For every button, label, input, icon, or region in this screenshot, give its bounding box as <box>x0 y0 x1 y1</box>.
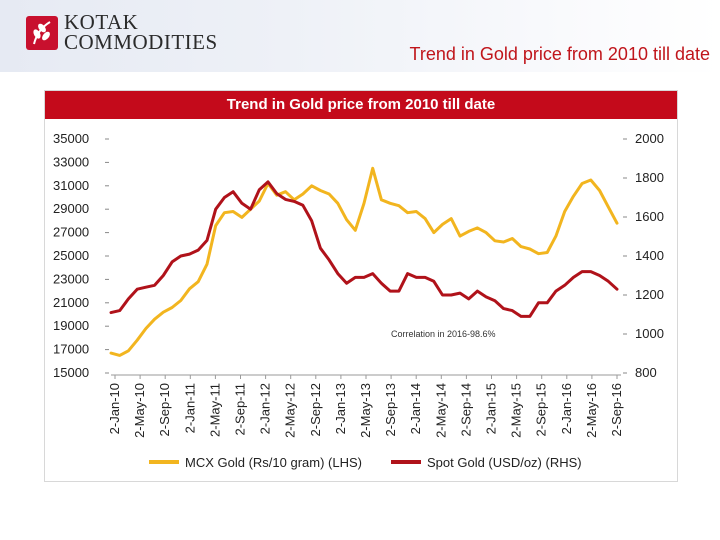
legend-spot-gold-label: Spot Gold (USD/oz) (RHS) <box>427 455 582 470</box>
mcx-gold-series-line <box>109 166 619 357</box>
left-axis-tick-label: 29000 <box>53 201 89 216</box>
right-axis-tick-label: 1200 <box>635 287 664 302</box>
x-axis-tick-label: 2-Sep-11 <box>233 383 248 436</box>
left-axis-tick-label: 31000 <box>53 178 89 193</box>
right-axis-tick-label: 1800 <box>635 170 664 185</box>
kotak-leaf-icon <box>26 16 58 50</box>
x-axis-tick-label: 2-Jan-12 <box>258 383 273 434</box>
right-axis-tick-label: 1600 <box>635 209 664 224</box>
x-axis-tick-label: 2-Sep-15 <box>534 383 549 436</box>
left-axis-tick-label: 27000 <box>53 225 89 240</box>
x-axis-tick-label: 2-Jan-11 <box>182 383 197 433</box>
left-axis-tick-label: 33000 <box>53 154 89 169</box>
chart-title: Trend in Gold price from 2010 till date <box>45 91 677 119</box>
spot-gold-series-line <box>109 180 619 318</box>
logo-line-2: COMMODITIES <box>64 30 218 54</box>
left-axis-tick-label: 15000 <box>53 365 89 380</box>
logo-line-1: KOTAK <box>64 10 139 34</box>
x-axis-tick-label: 2-May-12 <box>283 383 298 438</box>
x-axis-tick-label: 2-Sep-12 <box>308 383 323 436</box>
gold-price-line-chart: 15000 17000 19000 21000 23000 25000 27000 29000… <box>53 131 664 470</box>
slide-header: KOTAK COMMODITIES Trend in Gold price fr… <box>0 0 720 72</box>
x-axis-tick-label: 2-Jan-13 <box>333 383 348 434</box>
legend-mcx-gold-label: MCX Gold (Rs/10 gram) (LHS) <box>185 455 362 470</box>
x-axis-tick-label: 2-Jan-14 <box>408 383 423 434</box>
slide-title: Trend in Gold price from 2010 till date <box>409 44 710 64</box>
left-axis-tick-label: 17000 <box>53 342 89 357</box>
x-axis-tick-label: 2-Sep-14 <box>458 383 473 436</box>
right-axis-tick-label: 2000 <box>635 131 664 146</box>
x-axis-tick-label: 2-May-15 <box>509 383 524 438</box>
left-axis-tick-label: 23000 <box>53 271 89 286</box>
x-axis-tick-label: 2-May-14 <box>433 383 448 438</box>
x-axis-tick-label: 2-Jan-10 <box>107 383 122 434</box>
left-axis-tick-label: 35000 <box>53 131 89 146</box>
correlation-annotation: Correlation in 2016-98.6% <box>391 329 496 339</box>
right-axis-tick-label: 1400 <box>635 248 664 263</box>
left-axis-tick-label: 21000 <box>53 295 89 310</box>
x-axis-tick-label: 2-Jan-16 <box>559 383 574 434</box>
x-axis-tick-label: 2-Jan-15 <box>484 383 499 434</box>
right-axis-tick-label: 800 <box>635 365 657 380</box>
x-axis-tick-label: 2-May-13 <box>358 383 373 438</box>
left-axis-tick-label: 19000 <box>53 318 89 333</box>
x-axis-tick-label: 2-Sep-13 <box>383 383 398 436</box>
chart-frame: Trend in Gold price from 2010 till date … <box>44 90 678 482</box>
right-axis-tick-label: 1000 <box>635 326 664 341</box>
company-logo-text: KOTAK COMMODITIES <box>64 10 218 54</box>
x-axis-tick-label: 2-May-16 <box>584 383 599 438</box>
left-axis-tick-label: 25000 <box>53 248 89 263</box>
x-axis-tick-label: 2-May-11 <box>207 383 222 437</box>
x-axis-tick-label: 2-Sep-10 <box>157 383 172 436</box>
x-axis-tick-label: 2-May-10 <box>132 383 147 438</box>
x-axis-tick-label: 2-Sep-16 <box>609 383 624 436</box>
